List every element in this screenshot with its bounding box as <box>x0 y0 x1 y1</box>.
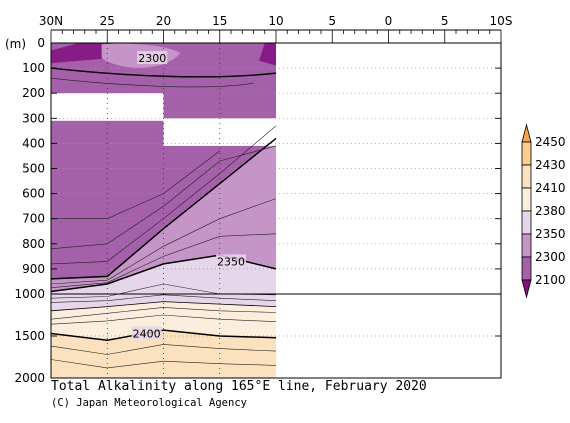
contour-minor-4 <box>51 233 277 288</box>
contour-fill-layer <box>51 43 276 378</box>
contour-minor-0 <box>51 125 277 265</box>
colorbar-segment-2350 <box>521 233 532 258</box>
colorbar-label-2450: 2450 <box>535 135 566 149</box>
y-tick-label-400: 400 <box>22 136 45 150</box>
contour-minor-3 <box>51 198 277 285</box>
contour-label-2400: 2400 <box>133 327 161 340</box>
contour-minor-2 <box>51 150 220 219</box>
x-tick-label: 20 <box>156 14 171 28</box>
x-axis: 30N 25 20 15 10 5 0 5 10S <box>39 14 513 43</box>
missing-data-gap-0 <box>51 93 164 121</box>
x-tick-label: 10S <box>490 14 513 28</box>
x-tick-label: 5 <box>441 14 449 28</box>
y-axis: 0 100 200 300 400 500 600 700 800 900 1000 1500 2000 <box>14 36 501 385</box>
y-tick-label-100: 100 <box>22 61 45 75</box>
y-tick-label-1500: 1500 <box>14 329 45 343</box>
contour-2400 <box>51 329 277 341</box>
chart-title: Total Alkalinity along 165°E line, Febru… <box>51 379 427 394</box>
x-tick-label: 15 <box>212 14 227 28</box>
contour-minor-7 <box>51 307 277 320</box>
colorbar-tip-top <box>521 123 532 143</box>
colorbar-label-2380: 2380 <box>535 204 566 218</box>
x-tick-label: 5 <box>328 14 336 28</box>
contour-label-bg-1 <box>216 254 246 268</box>
colorbar-label-2430: 2430 <box>535 158 566 172</box>
colorbar-label-2100: 2100 <box>535 273 566 287</box>
contour-label-bg-2 <box>131 326 162 340</box>
missing-data-gap-1 <box>163 118 276 146</box>
colorbar: 2450 2430 2410 2380 2350 2300 2100 <box>521 123 566 299</box>
x-tick-label: 0 <box>385 14 393 28</box>
contour-2380 <box>51 301 277 312</box>
y-tick-label-600: 600 <box>22 187 45 201</box>
colorbar-label-2300: 2300 <box>535 250 566 264</box>
colorbar-segment-2430 <box>521 164 532 189</box>
colorbar-label-2350: 2350 <box>535 227 566 241</box>
contour-minor-8 <box>51 314 277 325</box>
y-tick-label-500: 500 <box>22 162 45 176</box>
x-tick-label: 10 <box>268 14 283 28</box>
colorbar-label-2410: 2410 <box>535 181 566 195</box>
colorbar-segment-2450 <box>521 141 532 166</box>
y-tick-label-0: 0 <box>37 36 45 50</box>
colorbar-segment-2380 <box>521 210 532 235</box>
y-tick-label-1000: 1000 <box>14 287 45 301</box>
colorbar-segment-2300 <box>521 256 532 281</box>
y-tick-label-300: 300 <box>22 111 45 125</box>
y-axis-unit-label: (m) <box>5 37 26 51</box>
contour-shallow-2300 <box>51 67 277 78</box>
contour-minor-9 <box>51 344 277 355</box>
band-2100-2300-east <box>259 43 276 66</box>
y-tick-label-800: 800 <box>22 237 45 251</box>
contour-2300 <box>51 137 277 280</box>
colorbar-segment-2410 <box>521 187 532 212</box>
y-tick-label-900: 900 <box>22 262 45 276</box>
contour-minor-10 <box>51 359 277 369</box>
contour-label-2350: 2350 <box>217 255 245 268</box>
x-tick-label: 25 <box>100 14 115 28</box>
y-tick-label-700: 700 <box>22 212 45 226</box>
contour-minor-1 <box>51 145 277 250</box>
colorbar-tip-bottom <box>521 279 532 299</box>
y-tick-label-200: 200 <box>22 86 45 100</box>
y-tick-label-2000: 2000 <box>14 371 45 385</box>
contour-label-bg-0 <box>137 51 168 65</box>
x-tick-label: 30N <box>39 14 63 28</box>
contour-minor-6 <box>51 294 277 303</box>
contour-shallow-minor <box>51 77 254 88</box>
chart-credit: (C) Japan Meteorological Agency <box>51 397 247 409</box>
contour-label-2300: 2300 <box>138 52 166 65</box>
contour-label-layer: 2300 2350 2400 <box>131 51 246 340</box>
